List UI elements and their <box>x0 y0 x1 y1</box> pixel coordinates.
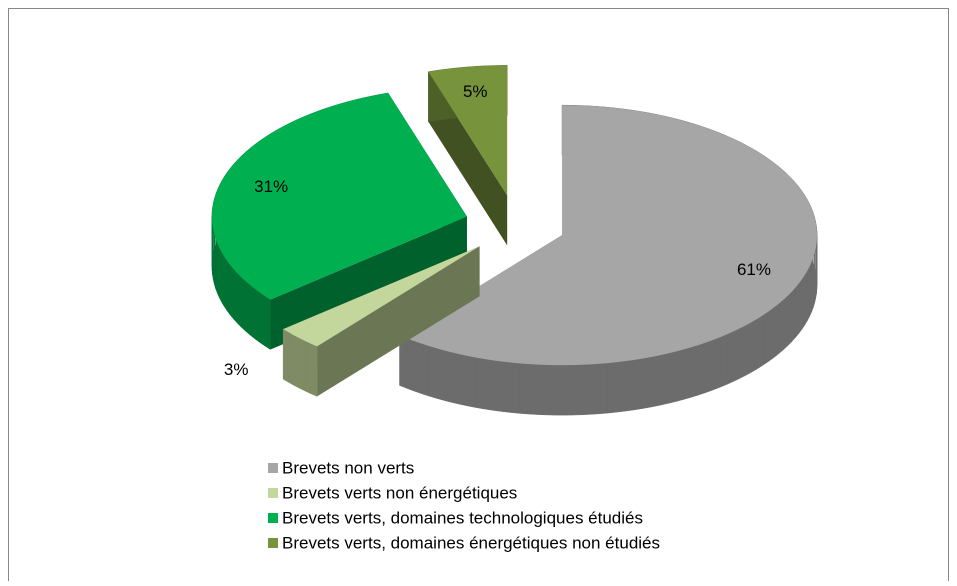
data-label: 3% <box>224 360 249 379</box>
data-label: 5% <box>463 82 488 101</box>
legend-label: Brevets verts, domaines énergétiques non… <box>282 533 660 552</box>
slice-side <box>283 246 480 397</box>
slice <box>283 246 480 347</box>
data-label: 31% <box>254 177 288 196</box>
slice-side <box>282 328 318 397</box>
legend-swatch <box>268 488 278 498</box>
legend-swatch <box>268 513 278 523</box>
legend-swatch <box>268 538 278 548</box>
legend-swatch <box>268 463 278 473</box>
legend-label: Brevets non verts <box>282 458 414 477</box>
slice <box>211 92 467 300</box>
slice <box>399 105 818 366</box>
legend-label: Brevets verts non énergétiques <box>282 483 517 502</box>
slice <box>428 65 508 196</box>
legend-label: Brevets verts, domaines technologiques é… <box>282 508 643 527</box>
data-label: 61% <box>737 260 771 279</box>
